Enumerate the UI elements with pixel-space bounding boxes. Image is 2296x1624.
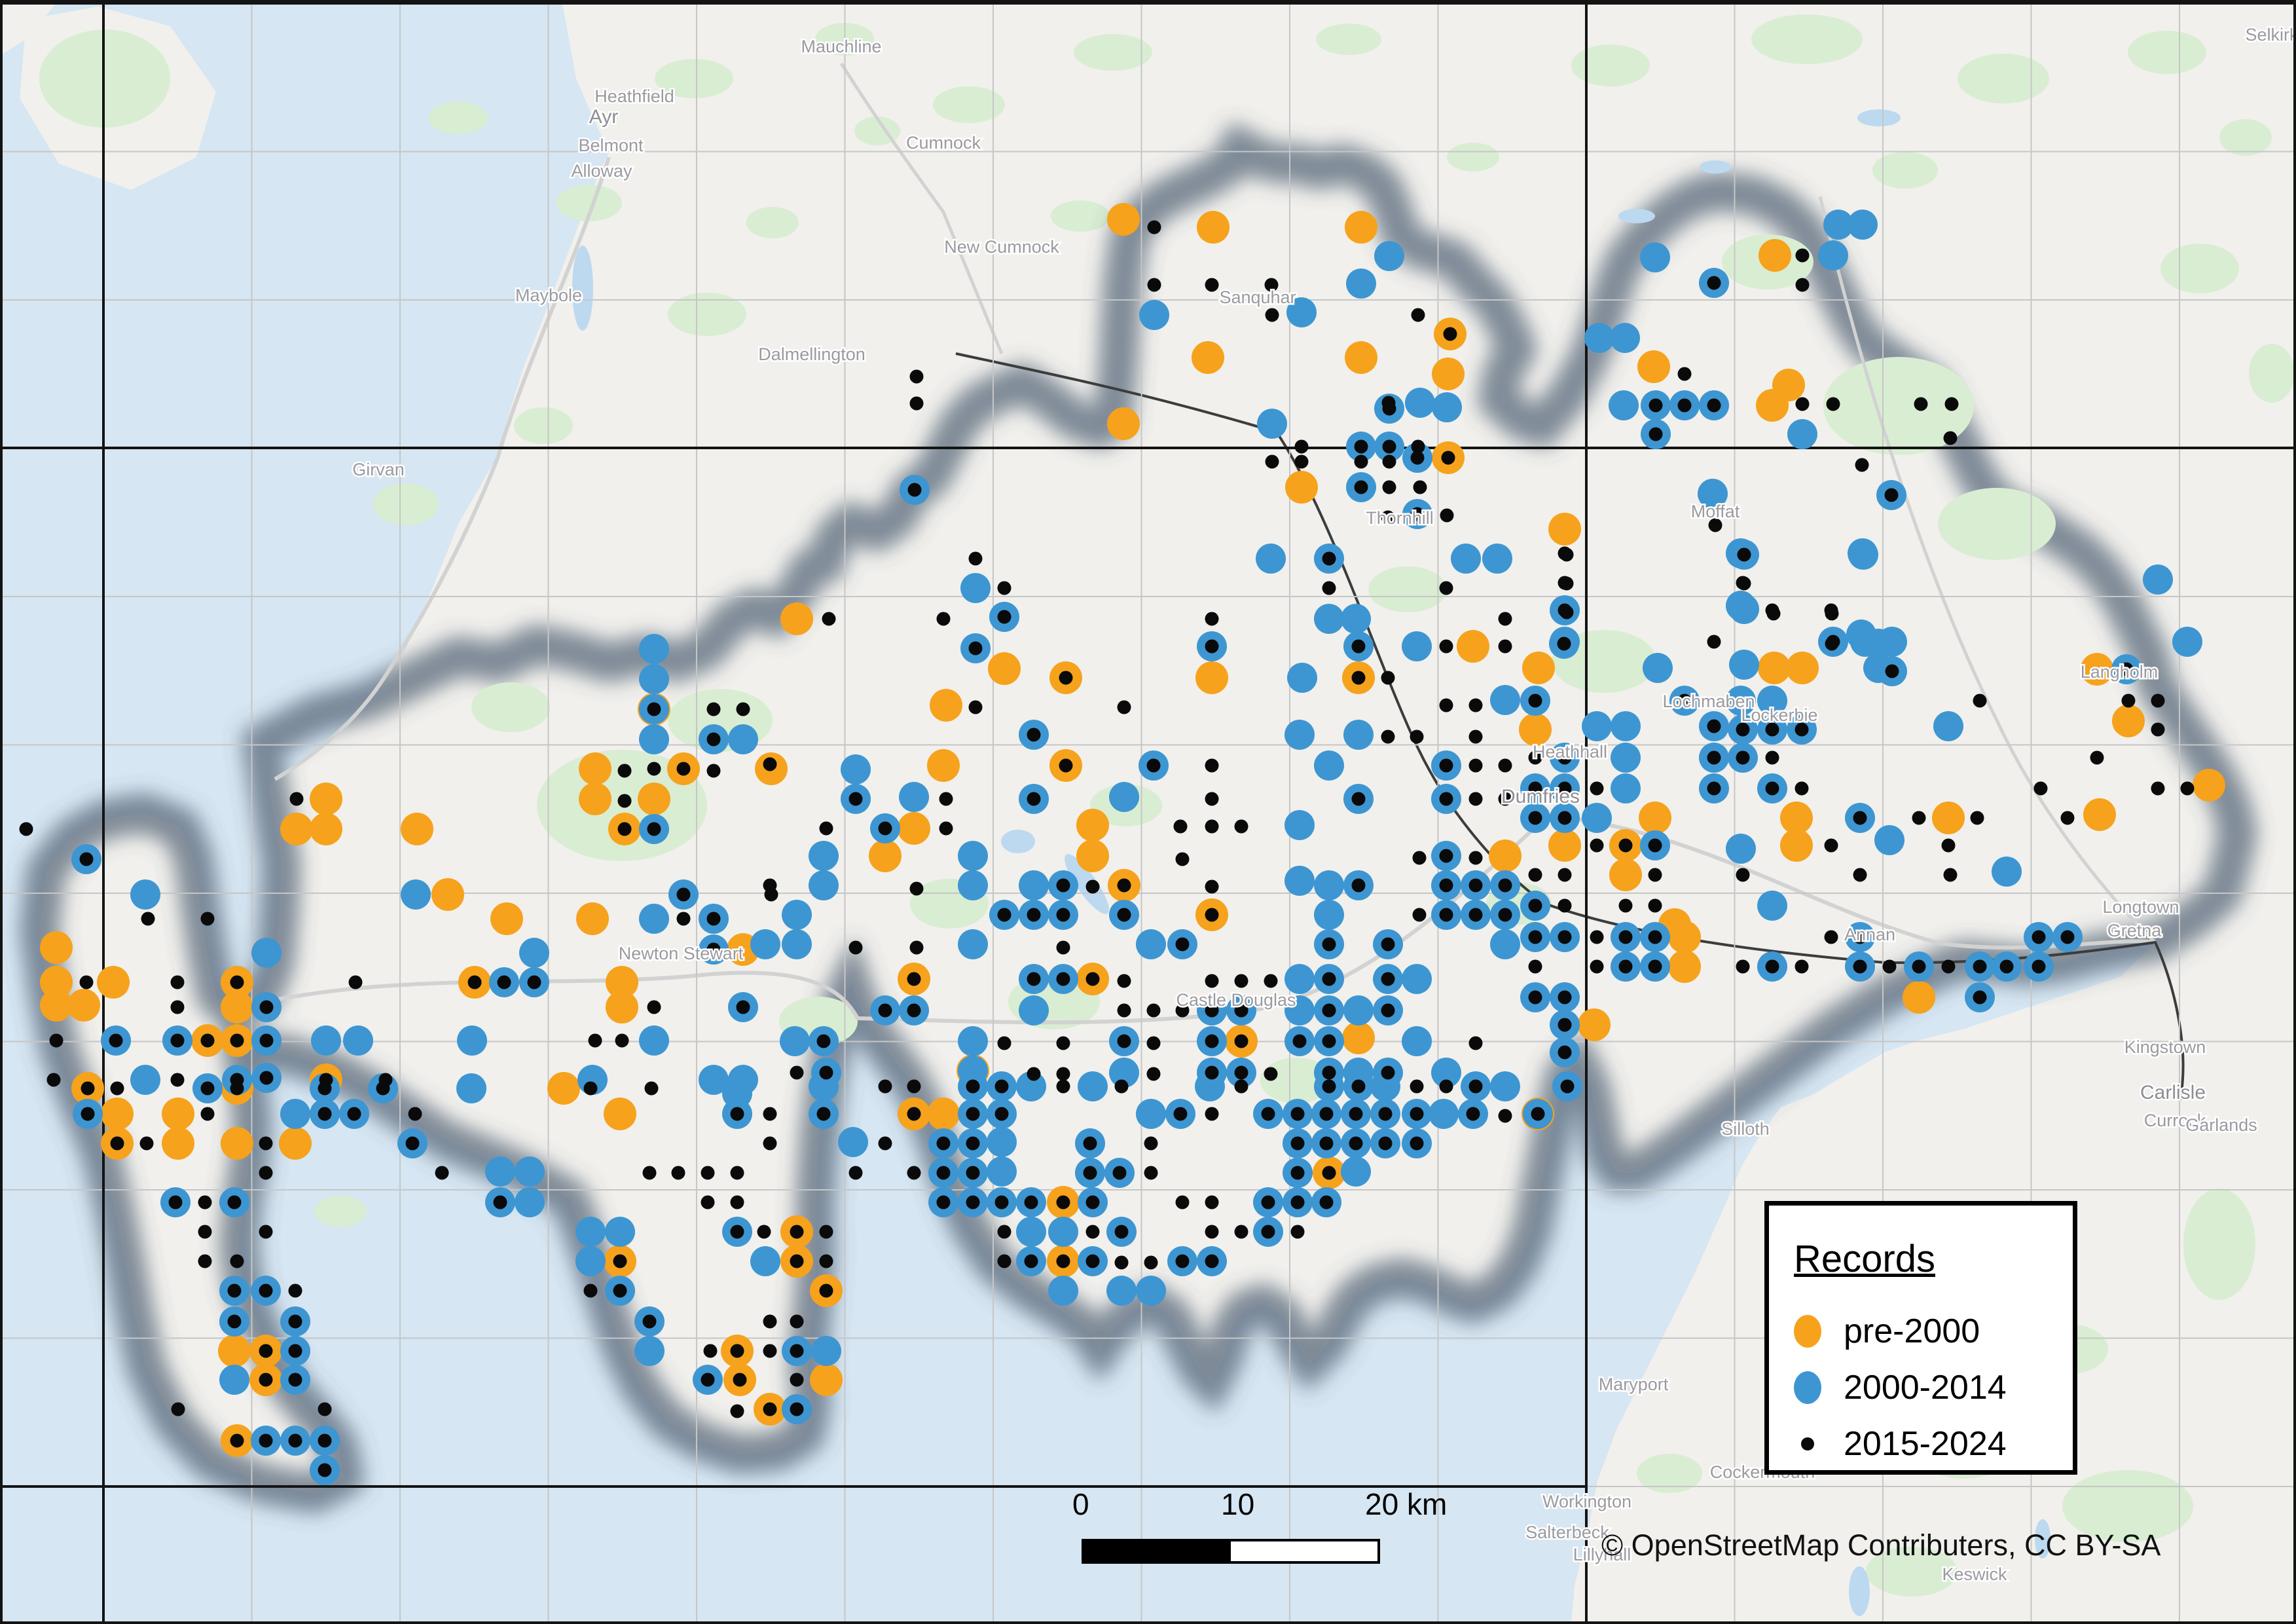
legend-item-2000-2014: 2000-2014 (1794, 1368, 2007, 1407)
place-label-lockerbie: Lockerbie (1741, 705, 1817, 725)
legend-item-pre-2000: pre-2000 (1794, 1312, 1980, 1351)
place-label-lochmaben: Lochmaben (1662, 692, 1755, 711)
place-label-alloway: Alloway (571, 161, 632, 181)
place-label-carlisle: Carlisle (2140, 1082, 2206, 1103)
place-label-thornhill: Thornhill (1366, 508, 1434, 528)
attribution: © OpenStreetMap Contributers, CC BY-SA (1601, 1528, 2161, 1562)
place-label-gretna: Gretna (2107, 921, 2162, 940)
place-label-silloth: Silloth (1721, 1119, 1770, 1139)
dots-2000-2014 (71, 210, 2202, 1485)
place-label-kingstown: Kingstown (2124, 1037, 2206, 1057)
dots-2015-2024 (19, 220, 2195, 1477)
dots-pre-2000 (40, 203, 2225, 1457)
place-label-lillyhall: Lillyhall (1573, 1545, 1631, 1564)
place-label-langholm: Langholm (2081, 662, 2159, 682)
place-label-sanquhar: Sanquhar (1219, 287, 1296, 307)
place-label-annan: Annan (1844, 925, 1895, 944)
place-label-new-cumnock: New Cumnock (944, 237, 1059, 257)
forest-patches-outside (39, 14, 2295, 1596)
place-label-newton-stewart: Newton Stewart (619, 944, 744, 963)
2000-2014-dot-icon (1794, 1371, 1821, 1404)
legend-item-label: 2015-2024 (1844, 1425, 2007, 1463)
place-label-salterbeck: Salterbeck (1525, 1522, 1609, 1542)
scale-label-0: 0 (1072, 1487, 1089, 1521)
legend-item-label: 2000-2014 (1844, 1369, 2007, 1407)
place-labels: Mauchline Cumnock New Cumnock Dalmellington… (351, 24, 2296, 1586)
scale-label-20km: 20 km (1365, 1487, 1448, 1521)
place-label-longtown: Longtown (2102, 897, 2179, 917)
place-label-selkirk: Selkirk (2245, 25, 2296, 45)
place-label-heathfield: Heathfield (594, 86, 674, 106)
legend-item-2015-2024: 2015-2024 (1794, 1424, 2007, 1464)
legend: Records pre-2000 2000-2014 2015-2024 (1764, 1201, 2077, 1475)
place-label-keswick: Keswick (1942, 1564, 2007, 1584)
place-label-cumnock: Cumnock (906, 133, 981, 153)
place-label-mauchline: Mauchline (801, 37, 881, 56)
place-label-maybole: Maybole (515, 286, 582, 305)
place-label-castle-douglas: Castle Douglas (1176, 990, 1296, 1010)
land-topleft (0, 0, 59, 56)
place-label-moffat: Moffat (1691, 502, 1740, 521)
pre-2000-dot-icon (1794, 1315, 1821, 1348)
mainland (39, 0, 2296, 1624)
place-label-girvan: Girvan (352, 460, 405, 479)
place-label-dumfries: Dumfries (1501, 786, 1580, 807)
scale-label-10: 10 (1221, 1487, 1255, 1521)
place-label-workington: Workington (1542, 1492, 1631, 1511)
place-label-currock: Currock (2144, 1111, 2206, 1130)
2015-2024-dot-icon (1801, 1437, 1814, 1450)
place-label-maryport: Maryport (1599, 1375, 1669, 1394)
place-label-heathhall: Heathhall (1533, 742, 1607, 762)
legend-title: Records (1794, 1238, 1935, 1280)
place-label-belmont: Belmont (578, 136, 644, 155)
place-label-dalmellington: Dalmellington (758, 344, 866, 364)
legend-item-label: pre-2000 (1844, 1312, 1980, 1350)
place-label-ayr: Ayr (589, 106, 618, 128)
place-label-garlands: Garlands (2185, 1115, 2257, 1135)
scale-bar: 0 10 20 km (1067, 1486, 1447, 1572)
scale-bar-graphic (1082, 1539, 1380, 1564)
